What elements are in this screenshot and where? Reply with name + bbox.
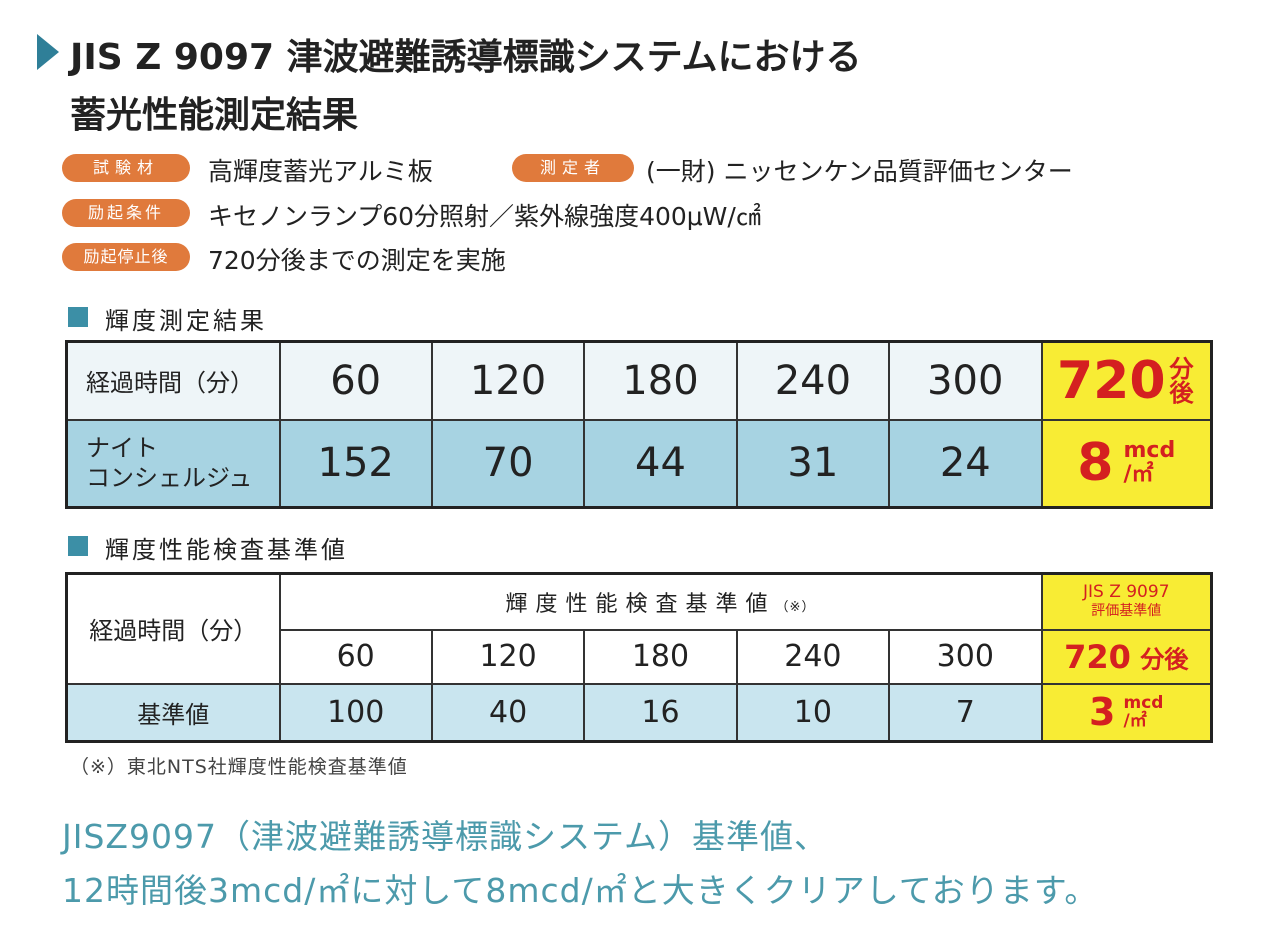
cell: 44 bbox=[583, 418, 738, 509]
footnote: （※）東北NTS社輝度性能検査基準値 bbox=[70, 756, 408, 778]
summary-line: 12時間後3mcd/㎡に対して8mcd/㎡と大きくクリアしております。 bbox=[62, 871, 1099, 910]
info-value: 720分後までの測定を実施 bbox=[208, 246, 506, 275]
cell: 31 bbox=[735, 418, 891, 509]
final-cell: 8 mcd/㎡ bbox=[1040, 418, 1213, 509]
row-header: 基準値 bbox=[65, 682, 281, 743]
group-header: 輝度性能検査基準値（※） bbox=[278, 572, 1043, 631]
group-header-text: 輝度性能検査基準値 bbox=[505, 591, 776, 617]
unit-line: mcd bbox=[1123, 693, 1164, 714]
final-value: 3 bbox=[1089, 690, 1116, 735]
info-label: 励起条件 bbox=[62, 199, 190, 227]
info-value: 高輝度蓄光アルミ板 bbox=[208, 157, 433, 186]
unit-line: /㎡ bbox=[1123, 462, 1154, 488]
time-row: 60 120 180 240 300 720 分後 bbox=[67, 628, 1213, 685]
unit: 分後 bbox=[1140, 645, 1189, 673]
cell: 300 bbox=[888, 628, 1043, 685]
final-time: 720 bbox=[1056, 350, 1166, 411]
cell: 240 bbox=[735, 340, 891, 421]
group-note: （※） bbox=[775, 599, 816, 615]
section-icon bbox=[68, 307, 88, 327]
jis-header: JIS Z 9097 評価基準値 bbox=[1040, 572, 1213, 631]
cell: 24 bbox=[888, 418, 1043, 509]
header-row: 経過時間（分） 輝度性能検査基準値（※） JIS Z 9097 評価基準値 bbox=[65, 572, 1213, 685]
unit: mcd/㎡ bbox=[1123, 694, 1163, 730]
unit: 分後 bbox=[1169, 354, 1194, 407]
final-cell: 720 分後 bbox=[1040, 340, 1213, 421]
final-cell: 720 分後 bbox=[1040, 628, 1213, 685]
results-table: 経過時間（分） 60 120 180 240 300 720 分後 ナイト コンシェ… bbox=[65, 340, 1213, 509]
jis-header-line: 評価基準値 bbox=[1091, 602, 1162, 619]
value-row: 基準値 100 40 16 10 7 3 mcd/㎡ bbox=[65, 682, 1213, 743]
cell: 40 bbox=[430, 682, 586, 743]
unit: mcd/㎡ bbox=[1123, 439, 1175, 487]
row-header: 経過時間（分） bbox=[65, 572, 281, 685]
cell: 7 bbox=[888, 682, 1043, 743]
value-row: ナイト コンシェルジュ 152 70 44 31 24 8 mcd/㎡ bbox=[65, 418, 1213, 509]
info-label: 測定者 bbox=[512, 154, 634, 182]
row-header-line: コンシェルジュ bbox=[86, 464, 253, 493]
cell: 60 bbox=[278, 628, 433, 685]
title-line: JIS Z 9097 津波避難誘導標識システムにおける bbox=[70, 37, 862, 78]
title-line: 蓄光性能測定結果 bbox=[70, 95, 359, 136]
cell: 120 bbox=[430, 340, 586, 421]
time-row: 経過時間（分） 60 120 180 240 300 720 分後 bbox=[65, 340, 1213, 421]
section-heading: 輝度性能検査基準値 bbox=[105, 536, 348, 564]
cell: 100 bbox=[278, 682, 433, 743]
cell: 300 bbox=[888, 340, 1043, 421]
unit-line: /㎡ bbox=[1123, 711, 1147, 732]
info-value: (一財) ニッセンケン品質評価センター bbox=[646, 157, 1073, 186]
section-icon bbox=[68, 536, 88, 556]
cell: 240 bbox=[735, 628, 891, 685]
cell: 70 bbox=[430, 418, 586, 509]
cell: 180 bbox=[583, 628, 738, 685]
cell: 16 bbox=[583, 682, 738, 743]
standard-table: 経過時間（分） 輝度性能検査基準値（※） JIS Z 9097 評価基準値 60 … bbox=[65, 572, 1213, 743]
section-heading: 輝度測定結果 bbox=[105, 307, 267, 335]
info-label: 励起停止後 bbox=[62, 243, 190, 271]
cell: 120 bbox=[430, 628, 586, 685]
summary-line: JISZ9097（津波避難誘導標識システム）基準値、 bbox=[62, 817, 829, 856]
row-header: 経過時間（分） bbox=[65, 340, 281, 421]
row-header: ナイト コンシェルジュ bbox=[65, 418, 281, 509]
jis-header-line: JIS Z 9097 bbox=[1082, 581, 1170, 602]
final-value: 8 bbox=[1077, 433, 1114, 494]
cell: 60 bbox=[278, 340, 433, 421]
cell: 180 bbox=[583, 340, 738, 421]
unit-line: mcd bbox=[1123, 438, 1176, 464]
cell: 152 bbox=[278, 418, 433, 509]
title-icon bbox=[37, 34, 59, 70]
info-label: 試験材 bbox=[62, 154, 190, 182]
final-time: 720 bbox=[1064, 637, 1131, 676]
row-header-line: ナイト bbox=[86, 434, 158, 463]
info-value: キセノンランプ60分照射／紫外線強度400μW/㎠ bbox=[208, 202, 761, 231]
final-cell: 3 mcd/㎡ bbox=[1040, 682, 1213, 743]
cell: 10 bbox=[735, 682, 891, 743]
